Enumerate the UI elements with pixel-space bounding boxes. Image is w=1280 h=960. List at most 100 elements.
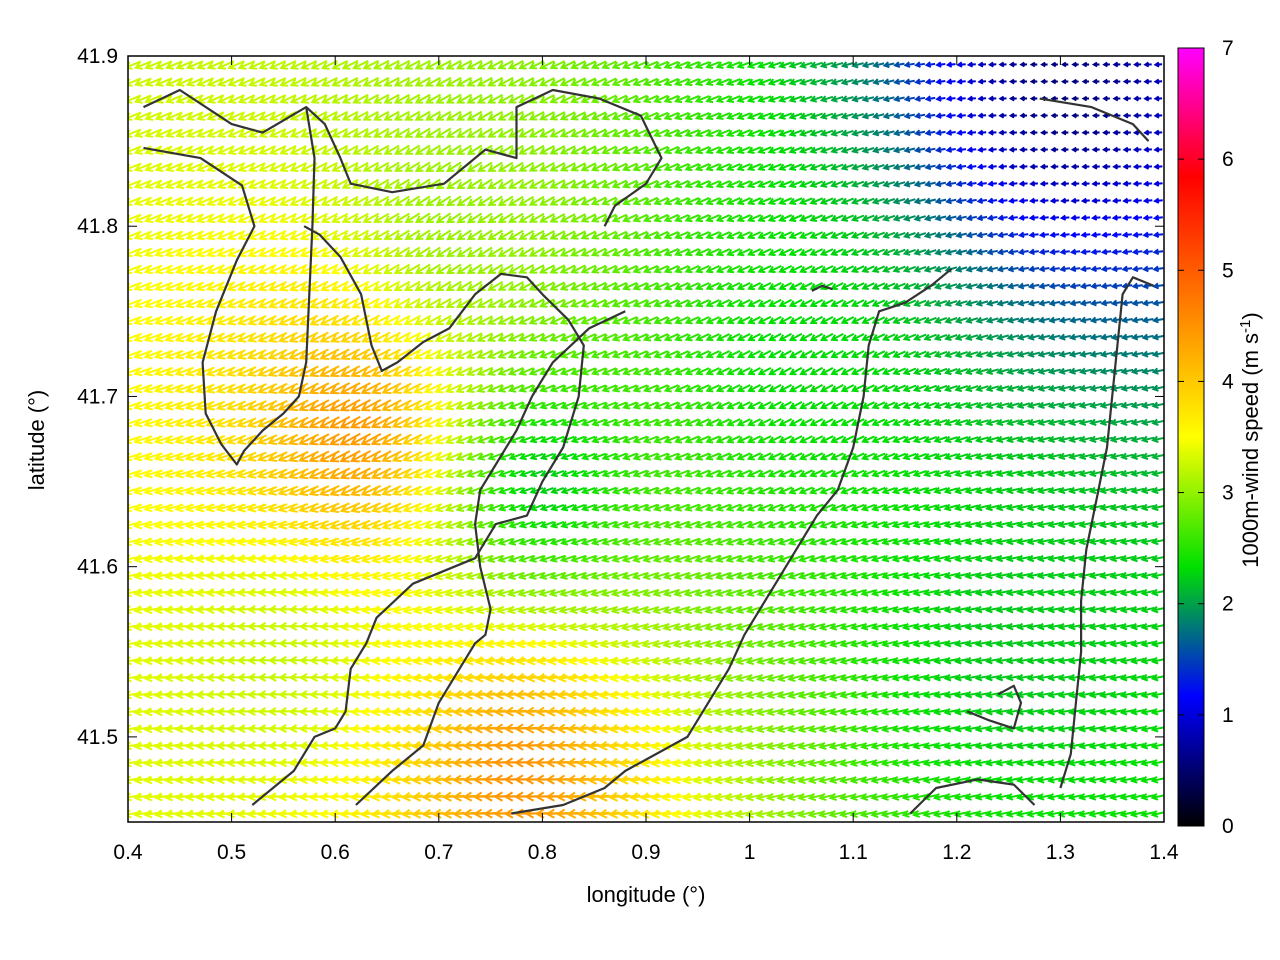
wind-arrow bbox=[1099, 452, 1114, 461]
wind-arrow bbox=[1129, 793, 1145, 801]
wind-arrow bbox=[1088, 810, 1104, 818]
wind-arrow bbox=[977, 163, 987, 170]
wind-arrow bbox=[984, 792, 1000, 801]
wind-arrow bbox=[1050, 112, 1058, 119]
wind-arrow bbox=[226, 792, 246, 802]
wind-arrow bbox=[977, 112, 987, 119]
wind-arrow bbox=[1027, 350, 1041, 358]
wind-arrow bbox=[1070, 214, 1080, 221]
wind-arrow bbox=[1078, 418, 1093, 426]
wind-arrow bbox=[1008, 180, 1018, 187]
wind-arrow bbox=[1028, 248, 1039, 256]
wind-arrow bbox=[339, 484, 361, 497]
wind-arrow bbox=[309, 775, 329, 785]
wind-arrow bbox=[1068, 435, 1082, 444]
wind-arrow bbox=[819, 367, 834, 376]
wind-arrow bbox=[360, 467, 382, 480]
wind-arrow bbox=[339, 432, 361, 446]
wind-arrow bbox=[1109, 810, 1124, 818]
wind-arrow bbox=[1091, 180, 1101, 187]
wind-arrow bbox=[788, 315, 803, 325]
wind-arrow bbox=[1101, 180, 1111, 187]
x-tick-label: 1.2 bbox=[942, 841, 971, 864]
wind-arrow bbox=[1037, 316, 1051, 324]
wind-arrow bbox=[1150, 537, 1164, 546]
wind-arrow bbox=[287, 433, 309, 446]
wind-arrow bbox=[882, 163, 895, 171]
wind-arrow bbox=[1039, 197, 1049, 204]
wind-arrow bbox=[966, 112, 976, 119]
wind-arrow bbox=[809, 332, 823, 342]
wind-arrow bbox=[1120, 401, 1134, 409]
wind-arrow bbox=[1132, 231, 1143, 239]
wind-arrow bbox=[1121, 231, 1132, 238]
wind-arrow bbox=[1029, 163, 1038, 170]
wind-arrow bbox=[411, 808, 434, 819]
wind-arrow bbox=[1058, 384, 1072, 392]
wind-arrow bbox=[1069, 265, 1081, 273]
wind-arrow bbox=[1091, 78, 1100, 85]
wind-arrow bbox=[1150, 486, 1164, 495]
wind-arrow bbox=[350, 415, 371, 429]
wind-arrow bbox=[1100, 299, 1112, 307]
wind-arrow bbox=[935, 95, 946, 102]
wind-arrow bbox=[1017, 248, 1029, 256]
wind-arrow bbox=[1071, 78, 1079, 85]
wind-arrow bbox=[1141, 384, 1155, 392]
wind-arrow bbox=[1153, 146, 1163, 153]
x-tick-label: 0.6 bbox=[321, 841, 350, 864]
wind-arrow bbox=[1111, 265, 1122, 273]
wind-arrow bbox=[1050, 146, 1059, 153]
colorbar-unit-prefix: (m s bbox=[1238, 333, 1263, 376]
wind-arrow bbox=[1150, 554, 1164, 563]
wind-arrow bbox=[987, 197, 998, 204]
wind-arrow bbox=[298, 399, 319, 412]
wind-arrow bbox=[308, 467, 330, 480]
wind-arrow bbox=[1048, 316, 1061, 324]
wind-arrow bbox=[945, 146, 956, 153]
wind-arrow bbox=[966, 163, 977, 170]
wind-arrow bbox=[861, 112, 875, 120]
wind-arrow bbox=[287, 416, 309, 429]
wind-arrow bbox=[1133, 61, 1142, 68]
wind-arrow bbox=[1070, 197, 1080, 204]
wind-arrow bbox=[788, 332, 803, 342]
wind-arrow bbox=[956, 78, 966, 85]
wind-arrow bbox=[996, 333, 1010, 341]
wind-arrow bbox=[287, 450, 309, 463]
wind-arrow bbox=[1122, 197, 1132, 204]
wind-arrow bbox=[1143, 129, 1152, 136]
wind-arrow bbox=[924, 112, 936, 119]
wind-arrow bbox=[1057, 793, 1073, 801]
wind-arrow bbox=[257, 775, 277, 785]
wind-arrow bbox=[1029, 146, 1038, 153]
wind-arrow bbox=[1080, 248, 1091, 256]
wind-arrow bbox=[1005, 810, 1021, 818]
wind-arrow bbox=[1060, 112, 1069, 119]
wind-arrow bbox=[319, 382, 340, 395]
wind-arrow bbox=[1150, 588, 1164, 597]
wind-arrow bbox=[1069, 316, 1082, 324]
wind-arrow bbox=[1099, 486, 1114, 495]
wind-arrow bbox=[788, 384, 803, 393]
wind-arrow bbox=[1059, 231, 1070, 238]
wind-arrow bbox=[966, 78, 976, 85]
wind-arrow bbox=[757, 349, 772, 359]
wind-arrow bbox=[1081, 95, 1090, 102]
wind-arrow bbox=[1038, 299, 1050, 307]
wind-arrow bbox=[618, 792, 641, 802]
wind-arrow bbox=[329, 484, 351, 497]
wind-arrow bbox=[1130, 418, 1144, 426]
wind-arrow bbox=[401, 774, 423, 785]
wind-arrow bbox=[799, 315, 813, 325]
wind-arrow bbox=[1029, 129, 1038, 136]
wind-arrow bbox=[1027, 299, 1040, 307]
wind-arrow bbox=[1015, 810, 1031, 818]
wind-arrow bbox=[1133, 95, 1142, 102]
wind-arrow bbox=[987, 129, 997, 136]
wind-arrow bbox=[1089, 316, 1102, 324]
wind-arrow bbox=[965, 214, 978, 222]
wind-arrow bbox=[840, 95, 854, 103]
wind-arrow bbox=[903, 163, 916, 171]
wind-arrow bbox=[236, 809, 256, 819]
